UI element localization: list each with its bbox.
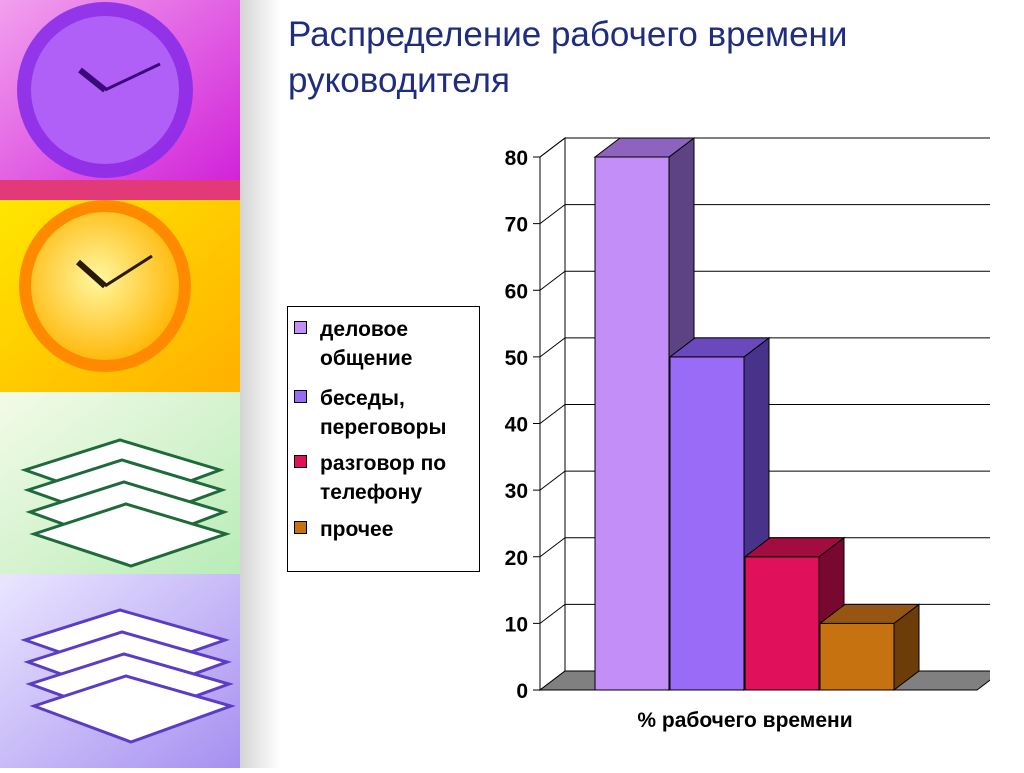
bar-front: [669, 356, 745, 691]
slide-title: Распределение рабочего времени руководит…: [288, 15, 848, 100]
bar-front: [594, 156, 670, 691]
bar-front: [744, 556, 820, 691]
legend-label: деловое общение: [320, 318, 413, 370]
bar-top: [818, 603, 921, 624]
gridline-side: [539, 470, 566, 491]
y-tick-label: 20: [505, 547, 528, 570]
gridline-side: [539, 603, 566, 624]
y-tick-label: 80: [505, 147, 528, 170]
y-tick-label: 0: [516, 680, 528, 703]
legend-swatch: [294, 321, 307, 334]
gridline-side: [539, 204, 566, 225]
y-tick-label: 60: [505, 280, 528, 303]
stripe-shadow: [240, 0, 280, 768]
y-tick-label: 30: [505, 480, 528, 503]
gridline-side: [539, 137, 566, 158]
decorative-side-image: [0, 0, 240, 768]
y-tick-label: 50: [505, 347, 528, 370]
gridline-side: [539, 537, 566, 558]
gridline-side: [539, 337, 566, 358]
y-tick-label: 40: [505, 414, 528, 437]
gridline-side: [539, 404, 566, 424]
bar-front: [819, 622, 895, 691]
legend-label: прочее: [320, 518, 394, 541]
bar-chart: 0 10 20 30 40 50 60 70 80 % рабочего времени: [505, 136, 990, 732]
legend-swatch: [294, 521, 307, 534]
gridline-side: [539, 270, 566, 291]
y-tick-label: 10: [505, 613, 528, 636]
legend-swatch: [294, 455, 307, 468]
chart-legend: деловое общение беседы, переговоры разгово…: [287, 306, 480, 572]
legend-swatch: [294, 390, 307, 403]
bar-top: [668, 337, 771, 358]
bar-top: [743, 537, 846, 558]
bar-top: [593, 137, 696, 158]
y-tick-label: 70: [505, 214, 528, 237]
legend-label: беседы, переговоры: [320, 387, 447, 439]
x-axis-label: % рабочего времени: [637, 709, 852, 732]
legend-label: разговор по телефону: [320, 452, 447, 504]
